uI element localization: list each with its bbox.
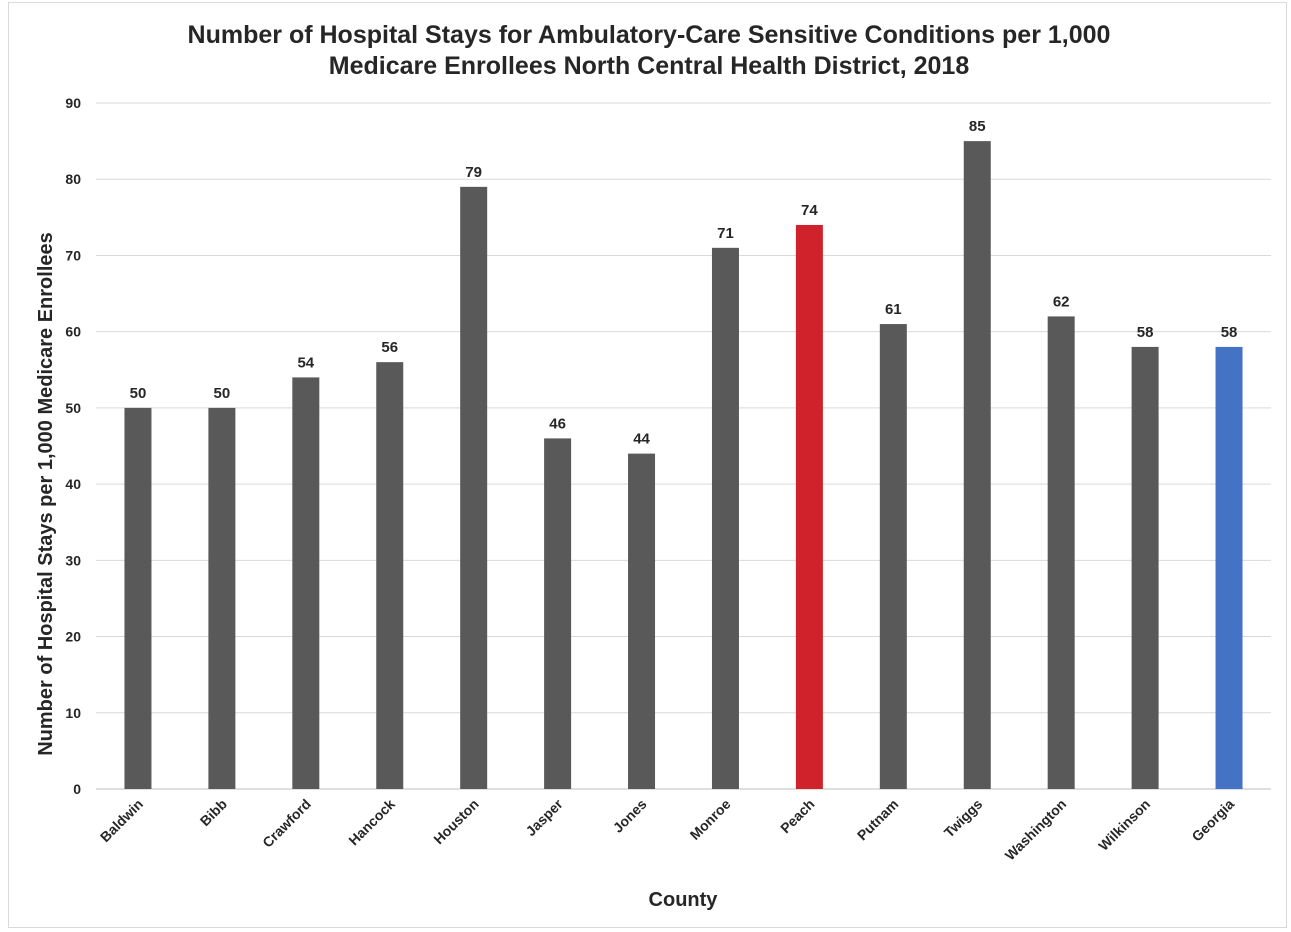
- y-tick-label: 70: [65, 247, 81, 263]
- data-label-houston: 79: [465, 164, 482, 181]
- x-tick-label-bibb: Bibb: [197, 796, 230, 829]
- x-axis-title: County: [649, 889, 719, 911]
- bars: [124, 141, 1243, 790]
- y-tick-label: 40: [65, 476, 81, 492]
- x-tick-label-washington: Washington: [1002, 796, 1070, 864]
- x-tick-label-peach: Peach: [777, 796, 817, 836]
- data-label-peach: 74: [801, 202, 818, 219]
- data-label-wilkinson: 58: [1137, 324, 1154, 341]
- data-label-bibb: 50: [214, 385, 231, 402]
- x-tick-label-hancock: Hancock: [345, 796, 398, 849]
- data-label-baldwin: 50: [130, 385, 147, 402]
- bar-putnam: [879, 324, 907, 789]
- x-tick-label-monroe: Monroe: [687, 796, 734, 843]
- data-label-putnam: 61: [885, 301, 902, 318]
- x-tick-label-georgia: Georgia: [1188, 796, 1237, 845]
- x-tick-label-wilkinson: Wilkinson: [1095, 796, 1153, 854]
- x-tick-label-jones: Jones: [610, 796, 650, 836]
- bar-monroe: [711, 247, 739, 790]
- bar-bibb: [208, 407, 236, 789]
- gridlines: [96, 102, 1271, 790]
- bar-jones: [628, 453, 656, 789]
- data-label-washington: 62: [1053, 293, 1070, 310]
- y-tick-label: 20: [65, 629, 81, 645]
- bar-crawford: [292, 377, 320, 789]
- x-axis-ticks: Baldwin Bibb Crawford Hancock Houston Jasper J…: [97, 795, 1237, 863]
- data-label-hancock: 56: [381, 339, 398, 356]
- chart-frame: Number of Hospital Stays for Ambulatory-…: [8, 2, 1287, 928]
- bar-baldwin: [124, 407, 152, 789]
- data-label-twiggs: 85: [969, 118, 986, 135]
- data-label-jones: 44: [633, 431, 650, 448]
- y-axis-ticks: 0 10 20 30 40 50 60 70 80 90: [65, 95, 81, 797]
- y-tick-label: 80: [65, 171, 81, 187]
- chart-title-line-1: Number of Hospital Stays for Ambulatory-…: [188, 21, 1111, 49]
- chart-title: Number of Hospital Stays for Ambulatory-…: [188, 21, 1111, 80]
- x-tick-label-twiggs: Twiggs: [941, 796, 986, 841]
- bar-jasper: [544, 438, 572, 789]
- data-label-crawford: 54: [297, 354, 314, 371]
- bar-georgia: [1215, 346, 1243, 789]
- y-tick-label: 30: [65, 552, 81, 568]
- y-tick-label: 0: [73, 781, 81, 797]
- data-label-jasper: 46: [549, 415, 566, 432]
- x-tick-label-baldwin: Baldwin: [97, 796, 146, 845]
- bar-wilkinson: [1131, 346, 1159, 789]
- y-axis-title: Number of Hospital Stays per 1,000 Medic…: [35, 232, 57, 756]
- bar-peach: [795, 224, 823, 789]
- x-tick-label-crawford: Crawford: [259, 796, 314, 851]
- bar-washington: [1047, 316, 1075, 789]
- y-tick-label: 50: [65, 400, 81, 416]
- bar-hancock: [376, 362, 404, 789]
- data-label-monroe: 71: [717, 225, 734, 242]
- bar-twiggs: [963, 141, 991, 790]
- x-tick-label-houston: Houston: [430, 796, 481, 847]
- x-tick-label-jasper: Jasper: [522, 795, 566, 839]
- chart-title-line-2: Medicare Enrollees North Central Health …: [329, 52, 970, 80]
- data-labels: 50 50 54 56 79 46 44 71 74 61 85 62 58 58: [130, 118, 1238, 448]
- data-label-georgia: 58: [1221, 324, 1238, 341]
- bar-chart: Number of Hospital Stays for Ambulatory-…: [35, 21, 1271, 911]
- y-tick-label: 60: [65, 324, 81, 340]
- bar-houston: [460, 186, 488, 789]
- y-tick-label: 90: [65, 95, 81, 111]
- y-tick-label: 10: [65, 705, 81, 721]
- x-tick-label-putnam: Putnam: [854, 796, 902, 844]
